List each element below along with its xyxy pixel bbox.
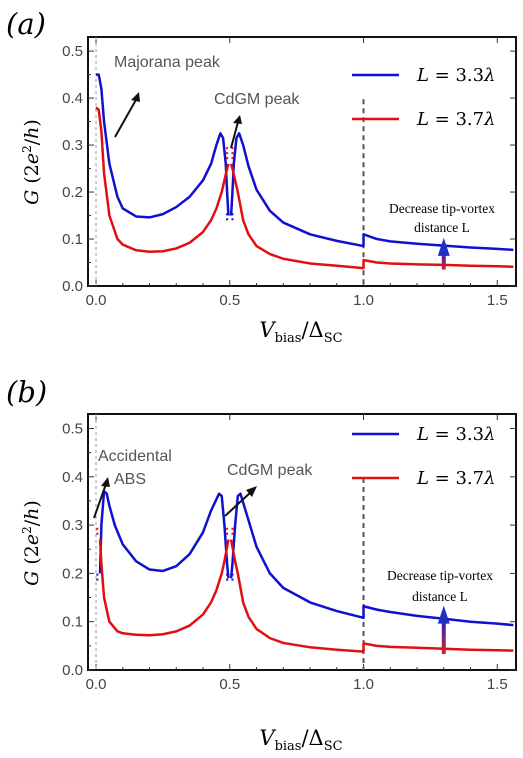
x-tick-label: 1.5	[487, 676, 508, 693]
arrowhead-accidental	[101, 477, 110, 487]
y-axis-label: G (2e2/h)	[20, 500, 43, 586]
plot-area	[88, 37, 516, 287]
y-tick-label: 0.3	[62, 517, 83, 534]
x-tick-labels: 0.0 0.5 1.0 1.5	[86, 676, 508, 693]
x-tick-labels: 0.0 0.5 1.0 1.5	[86, 292, 508, 309]
y-tick-label: 0.0	[62, 278, 83, 295]
arrowhead-majorana	[131, 92, 140, 102]
series-line-red	[95, 106, 514, 270]
legend: L = 3.3λ L = 3.7λ	[352, 424, 496, 489]
y-tick-label: 0.3	[62, 137, 83, 154]
annotation-cdgm: CdGM peak	[214, 91, 300, 108]
plot-frame	[87, 413, 517, 671]
arrow-majorana	[114, 97, 138, 138]
legend-label-red: L = 3.7λ	[416, 468, 496, 489]
decrease-arrow-shaft	[441, 251, 446, 270]
annotation-accidental-1: Accidental	[98, 448, 172, 465]
x-tick-label: 1.0	[353, 292, 374, 309]
annotation-accidental-2: ABS	[114, 471, 146, 488]
y-tick-label: 0.4	[62, 469, 83, 486]
y-tick-label: 0.0	[62, 662, 83, 679]
legend-label-blue: L = 3.3λ	[416, 424, 496, 445]
x-axis-label: Vbias/ΔSC	[259, 726, 342, 754]
arrowhead-cdgm	[246, 486, 257, 497]
y-tick-labels: 0.0 0.1 0.2 0.3 0.4 0.5	[62, 43, 83, 295]
arrowhead-cdgm	[233, 115, 242, 124]
x-tick-label: 0.5	[219, 292, 240, 309]
y-tick-label: 0.2	[62, 565, 83, 582]
decrease-arrow-head	[437, 237, 450, 256]
x-tick-label: 0.5	[219, 676, 240, 693]
x-tick-label: 0.0	[86, 292, 107, 309]
arrow-accidental	[93, 483, 107, 519]
arrow-cdgm	[230, 121, 239, 149]
annotation-decrease-1: Decrease tip-vortex	[387, 568, 493, 583]
panel-b: (b) 0.0 0.1 0.2 0.3 0.4 0.5 0.0 0.5 1.0 1.5 G (2…	[6, 375, 517, 754]
panel-a: (a) 0.0 0.1 0.2 0.3 0.4 0.5 0.0 0.5 1.0 1.5 G (2…	[6, 7, 517, 346]
x-tick-label: 1.0	[353, 676, 374, 693]
plot-area	[88, 414, 516, 671]
y-tick-label: 0.2	[62, 184, 83, 201]
legend: L = 3.3λ L = 3.7λ	[352, 65, 496, 130]
y-tick-label: 0.5	[62, 420, 83, 437]
legend-label-blue: L = 3.3λ	[416, 65, 496, 86]
annotation-decrease-2: distance L	[414, 220, 470, 235]
y-tick-label: 0.1	[62, 231, 83, 248]
series-line-blue	[96, 73, 514, 252]
y-tick-labels: 0.0 0.1 0.2 0.3 0.4 0.5	[62, 420, 83, 679]
decrease-arrow-shaft	[441, 619, 446, 655]
y-tick-label: 0.1	[62, 614, 83, 631]
x-tick-label: 1.5	[487, 292, 508, 309]
plot-frame	[87, 36, 517, 287]
series-line-blue	[98, 490, 514, 627]
arrow-cdgm	[224, 491, 252, 517]
panel-label: (b)	[6, 375, 47, 409]
x-tick-label: 0.0	[86, 676, 107, 693]
decrease-arrow-head	[437, 605, 450, 624]
y-tick-label: 0.4	[62, 90, 83, 107]
annotation-majorana: Majorana peak	[114, 54, 221, 71]
series-line-red	[98, 539, 514, 653]
annotation-decrease-1: Decrease tip-vortex	[389, 201, 495, 216]
annotation-decrease-2: distance L	[412, 589, 468, 604]
annotation-cdgm: CdGM peak	[227, 462, 313, 479]
y-tick-label: 0.5	[62, 43, 83, 60]
y-axis-label: G (2e2/h)	[20, 119, 43, 205]
legend-label-red: L = 3.7λ	[416, 109, 496, 130]
panel-label: (a)	[6, 7, 46, 41]
x-axis-label: Vbias/ΔSC	[259, 318, 342, 346]
